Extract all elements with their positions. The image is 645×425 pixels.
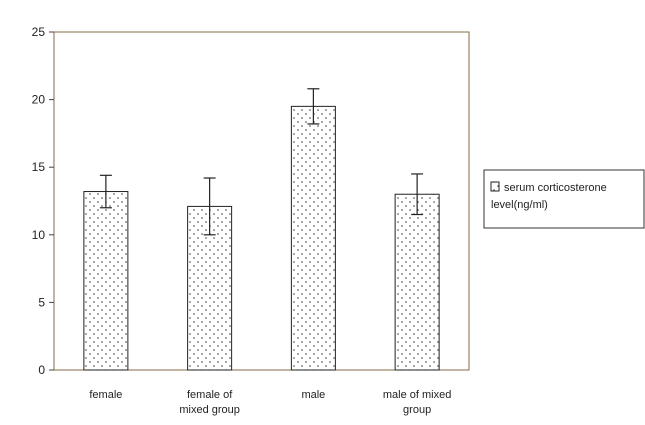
y-axis: 0 5 10 15 20 25 bbox=[32, 25, 54, 377]
y-tick-label: 5 bbox=[38, 295, 45, 309]
y-tick-label: 0 bbox=[38, 363, 45, 377]
y-tick-label: 25 bbox=[32, 25, 46, 39]
legend-label: serum corticosterone level(ng/ml) bbox=[491, 182, 607, 211]
error-bar bbox=[203, 177, 216, 236]
x-category-label: male bbox=[301, 389, 325, 401]
y-tick-label: 20 bbox=[32, 93, 46, 107]
error-bar bbox=[411, 173, 424, 216]
bar bbox=[290, 105, 336, 371]
error-bars bbox=[99, 88, 424, 236]
x-category-label: female of mixed group bbox=[179, 389, 240, 416]
bar bbox=[83, 191, 129, 371]
error-bar bbox=[307, 88, 320, 125]
legend-swatch bbox=[490, 181, 500, 192]
y-tick-label: 15 bbox=[32, 160, 46, 174]
plot-frame bbox=[53, 31, 470, 371]
error-bar bbox=[99, 174, 112, 209]
legend-box bbox=[483, 169, 645, 229]
x-category-label: female bbox=[89, 389, 122, 401]
x-axis-labels: female female of mixed group male male of mi… bbox=[89, 389, 451, 416]
x-category-label: male of mixed group bbox=[383, 389, 451, 416]
bar bbox=[394, 193, 440, 371]
bars bbox=[83, 105, 440, 371]
legend: serum corticosterone level(ng/ml) bbox=[483, 169, 645, 229]
y-tick-label: 10 bbox=[32, 228, 46, 242]
